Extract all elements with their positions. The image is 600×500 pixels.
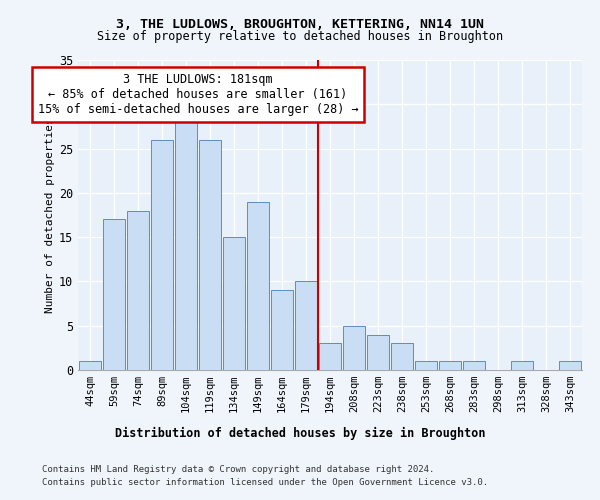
- Bar: [343, 326, 365, 370]
- Bar: [151, 140, 173, 370]
- Bar: [127, 210, 149, 370]
- Y-axis label: Number of detached properties: Number of detached properties: [45, 117, 55, 313]
- Bar: [319, 344, 341, 370]
- Bar: [511, 361, 533, 370]
- Bar: [439, 361, 461, 370]
- Bar: [391, 344, 413, 370]
- Bar: [247, 202, 269, 370]
- Text: 3 THE LUDLOWS: 181sqm
← 85% of detached houses are smaller (161)
15% of semi-det: 3 THE LUDLOWS: 181sqm ← 85% of detached …: [38, 74, 358, 116]
- Bar: [271, 290, 293, 370]
- Bar: [295, 282, 317, 370]
- Text: 3, THE LUDLOWS, BROUGHTON, KETTERING, NN14 1UN: 3, THE LUDLOWS, BROUGHTON, KETTERING, NN…: [116, 18, 484, 30]
- Text: Size of property relative to detached houses in Broughton: Size of property relative to detached ho…: [97, 30, 503, 43]
- Bar: [199, 140, 221, 370]
- Bar: [79, 361, 101, 370]
- Bar: [463, 361, 485, 370]
- Bar: [175, 113, 197, 370]
- Text: Distribution of detached houses by size in Broughton: Distribution of detached houses by size …: [115, 428, 485, 440]
- Bar: [559, 361, 581, 370]
- Text: Contains public sector information licensed under the Open Government Licence v3: Contains public sector information licen…: [42, 478, 488, 487]
- Bar: [103, 220, 125, 370]
- Bar: [415, 361, 437, 370]
- Text: Contains HM Land Registry data © Crown copyright and database right 2024.: Contains HM Land Registry data © Crown c…: [42, 466, 434, 474]
- Bar: [223, 237, 245, 370]
- Bar: [367, 334, 389, 370]
